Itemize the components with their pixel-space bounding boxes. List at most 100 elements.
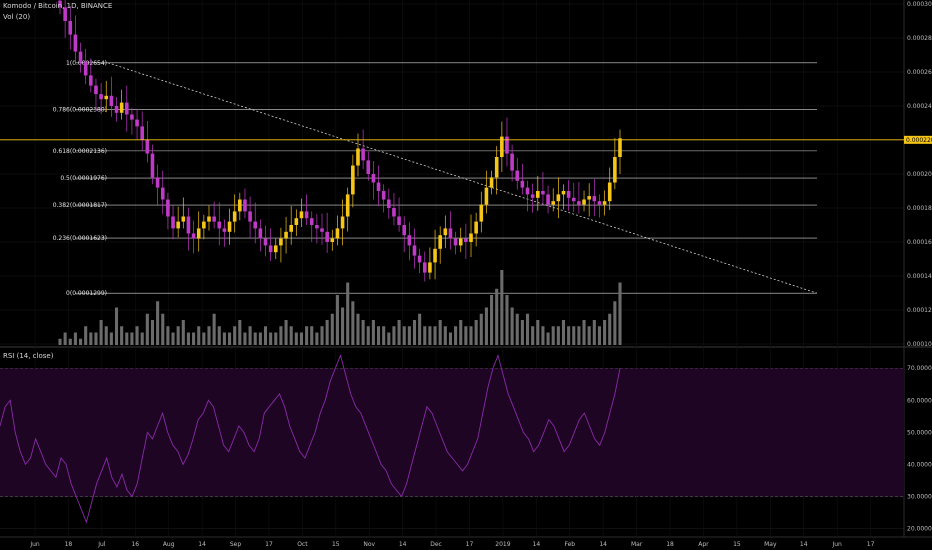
volume-bar [171, 332, 175, 345]
time-axis[interactable]: Jun 18 Jul 16 Aug 14 Sep 17 Oct 15 Nov 14 Dec 17 2019 1… [29, 541, 874, 548]
volume-bar [274, 332, 278, 345]
candle-body [541, 191, 545, 195]
candle-body [89, 75, 93, 86]
candle-body [222, 228, 227, 232]
volume-bar [371, 320, 375, 345]
volume-bar [79, 338, 83, 345]
candle-body [114, 106, 119, 113]
time-tick-label: 18 [666, 541, 674, 548]
candle-body [515, 170, 520, 181]
candle-body [232, 211, 237, 222]
volume-bar [310, 326, 314, 345]
volume-bar [387, 332, 391, 345]
fib-label: 0(0.0001299) [66, 290, 107, 297]
candle-body [207, 216, 211, 222]
candle-body [135, 119, 139, 127]
volume-bar [84, 326, 88, 345]
candle-body [510, 153, 514, 171]
rsi-tick-label: 30.0000 [907, 494, 932, 501]
volume-bar [490, 295, 494, 345]
candle-body [99, 94, 103, 100]
rsi-tick-label: 70.0000 [907, 365, 932, 372]
time-tick-label: Nov [363, 541, 375, 548]
volume-bar [376, 326, 381, 345]
volume-bar [150, 320, 155, 345]
time-tick-label: May [764, 541, 777, 548]
price-axis[interactable]: 0.0003000 0.0002800 0.0002600 0.0002400 0.00… [907, 1, 932, 348]
volume-bar [228, 332, 232, 345]
price-tick-label: 0.0002600 [907, 69, 932, 76]
candle-body [304, 211, 309, 219]
price-tick-label: 0.0002400 [907, 103, 932, 110]
candle-body [273, 245, 278, 253]
volume-bar [479, 313, 483, 345]
candle-body [94, 85, 98, 95]
volume-bar [500, 270, 504, 345]
volume-bar [305, 326, 309, 345]
volume-bar [515, 313, 519, 345]
candle-body [397, 216, 401, 225]
price-badge-text: 0.0002201 [906, 137, 932, 144]
rsi-band [0, 368, 904, 497]
candle-body [546, 194, 550, 205]
volume-bar [382, 326, 386, 345]
volume-bar [567, 326, 571, 345]
candle-body [582, 199, 586, 205]
time-tick-label: 17 [867, 541, 875, 548]
candle-body [176, 221, 180, 229]
volume-bar [412, 320, 417, 345]
candle-body [464, 238, 468, 242]
volume-bar [99, 320, 103, 345]
volume-bar [258, 332, 262, 345]
volume-bar [320, 326, 324, 345]
volume-bar [299, 332, 304, 345]
time-tick-label: Jul [97, 541, 106, 548]
candle-body [602, 201, 607, 205]
candle-body [78, 51, 83, 62]
volume-bar [140, 332, 144, 345]
volume-bar [212, 313, 216, 345]
volume-bar [109, 332, 113, 345]
volume-bar [289, 326, 293, 345]
candle-body [284, 231, 288, 239]
volume-bar [397, 320, 401, 345]
volume-bar [248, 326, 252, 345]
candle-body [140, 126, 144, 140]
volume-bar [186, 332, 190, 345]
volume-bar [613, 301, 617, 345]
price-tick-label: 0.0001000 [907, 341, 932, 348]
volume-bar [346, 282, 350, 345]
volume-bar [525, 313, 530, 345]
candle-body [68, 21, 73, 35]
candle-body [299, 211, 304, 219]
candle-body [489, 177, 494, 188]
candle-body [263, 238, 268, 246]
time-tick-label: Oct [297, 541, 308, 548]
volume-bar [572, 326, 576, 345]
volume-bar [197, 326, 201, 345]
volume-bar [592, 320, 596, 345]
volume-bar [531, 326, 535, 345]
candle-body [571, 197, 576, 202]
time-tick-label: 15 [733, 541, 741, 548]
candle-body [294, 218, 299, 225]
volume-bar [459, 320, 463, 345]
volume-bar [484, 307, 488, 345]
volume-bar [238, 320, 242, 345]
candle-body [361, 148, 365, 161]
candle-body [166, 199, 170, 217]
candle-body [315, 225, 319, 229]
trend-line[interactable] [107, 62, 818, 294]
time-tick-label: Jun [831, 541, 842, 548]
candle-body [104, 95, 109, 100]
volume-bar [58, 338, 62, 345]
rsi-axis[interactable]: 70.0000 60.0000 50.0000 40.0000 30.0000 20.00… [907, 365, 932, 532]
fib-label: 0.786(0.0002380) [53, 106, 107, 113]
volume-bar [366, 326, 370, 345]
price-tick-label: 0.0001400 [907, 273, 932, 280]
volume-bar [474, 320, 478, 345]
candle-body [530, 194, 535, 198]
volume-bar [166, 326, 170, 345]
volume-bar [125, 332, 129, 345]
